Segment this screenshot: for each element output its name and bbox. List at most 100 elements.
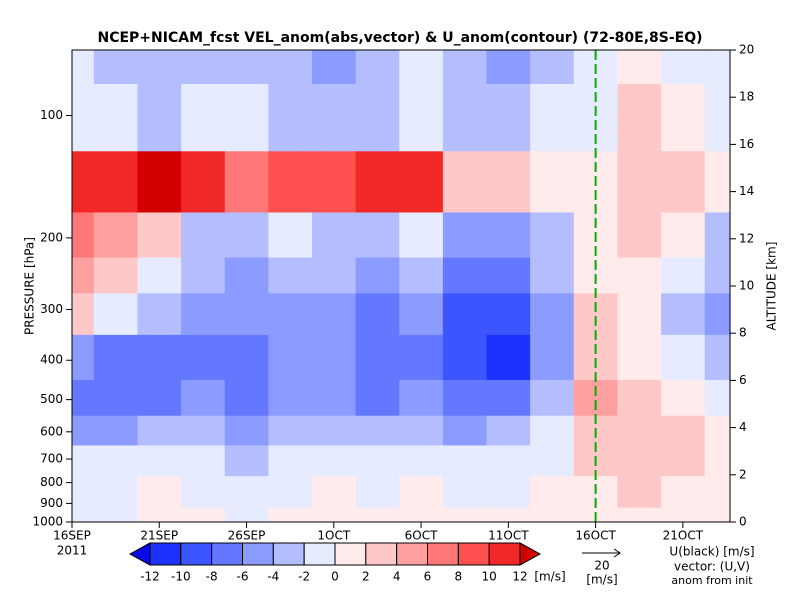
heatmap-cell [181,293,226,336]
heatmap-cell [93,151,138,213]
heatmap-cell [704,50,731,85]
heatmap-cell [137,445,182,477]
y-tick-label: 500 [40,392,63,406]
x-tick-label: 21SEP [140,529,178,543]
heatmap-cell [311,334,357,381]
heatmap-cell [268,257,313,294]
heatmap-cell [355,84,400,152]
heatmap-cell [617,476,662,509]
heatmap-cell [442,415,488,446]
heatmap-cell [442,379,488,417]
heatmap-cell [181,257,226,294]
heatmap-cell [93,84,138,152]
heatmap-cell [530,257,575,294]
heatmap-cell [661,293,706,336]
reference-value: 20 [594,559,609,573]
heatmap-cell [442,257,488,294]
heatmap-cell [704,379,731,417]
heatmap-cell [530,507,575,523]
heatmap-cell [181,415,226,446]
colorbar-label: 4 [393,570,401,584]
colorbar-box [334,542,367,566]
heatmap-cell [704,507,731,523]
heatmap-cell [704,445,731,477]
colorbar-label: 0 [331,570,339,584]
colorbar-label: -8 [206,570,218,584]
heatmap-cell [72,257,95,294]
heatmap-cell [72,50,95,85]
y2-tick-label: 16 [739,137,754,151]
heatmap-cell [137,84,182,152]
y2-tick-label: 6 [739,373,747,387]
chart-title: NCEP+NICAM_fcst VEL_anom(abs,vector) & U… [97,30,702,46]
heatmap-cell [355,415,400,446]
heatmap-cell [311,151,357,213]
heatmap-cell [530,50,575,85]
heatmap-cell [661,445,706,477]
heatmap-cell [137,257,182,294]
y-tick-label: 600 [40,424,63,438]
y2-tick-label: 14 [739,184,754,198]
heatmap-cell [442,84,488,152]
heatmap-cell [486,379,531,417]
heatmap-cell [486,415,531,446]
heatmap-cell [486,151,531,213]
heatmap-cell [224,415,269,446]
heatmap-cell [617,334,662,381]
heatmap-cell [530,379,575,417]
heatmap-cell [224,151,269,213]
colorbar-box [427,542,459,566]
heatmap-cell [224,507,269,523]
heatmap-cell [399,293,444,336]
heatmap-cell [661,151,706,213]
heatmap-cell [311,257,357,294]
heatmap-cell [486,293,531,336]
colorbar-box [396,542,428,566]
heatmap-cell [72,293,95,336]
heatmap-cell [311,507,357,523]
heatmap-cell [355,257,400,294]
year-label: 2011 [57,544,88,558]
colorbar-label: -10 [171,570,191,584]
heatmap-cell [224,84,269,152]
heatmap-cell [661,257,706,294]
colorbar-box [488,542,521,566]
heatmap-cell [93,507,138,523]
heatmap-cell [661,476,706,509]
heatmap-cell [137,334,182,381]
colorbar-box [457,542,490,566]
heatmap-cell [137,212,182,259]
heatmap-cell [72,212,95,259]
y2-tick-label: 8 [739,326,747,340]
heatmap-cell [268,212,313,259]
heatmap-cell [181,476,226,509]
heatmap-cell [399,415,444,446]
y-tick-label: 100 [40,108,63,122]
reference-arrow-head [613,548,621,558]
heatmap-cell [137,151,182,213]
heatmap-cell [224,212,269,259]
heatmap-cell [311,476,357,509]
heatmap-cell [93,334,138,381]
heatmap-cell [442,151,488,213]
heatmap-cell [442,476,488,509]
heatmap-cell [486,507,531,523]
heatmap-cell [311,445,357,477]
heatmap-cell [224,379,269,417]
colorbar-label: 6 [424,570,432,584]
y2-tick-label: 18 [739,90,754,104]
heatmap-cell [72,379,95,417]
heatmap-cell [355,507,400,523]
heatmap-cell [268,507,313,523]
heatmap-cell [704,212,731,259]
x-tick-label: 21OCT [663,529,704,543]
heatmap-cell [268,151,313,213]
heatmap-cell [311,84,357,152]
heatmap-cell [486,445,531,477]
heatmap-cell [530,445,575,477]
colorbar-box [242,542,274,566]
heatmap-cell [355,50,400,85]
x-tick-label: 26SEP [228,529,266,543]
heatmap-cell [661,334,706,381]
